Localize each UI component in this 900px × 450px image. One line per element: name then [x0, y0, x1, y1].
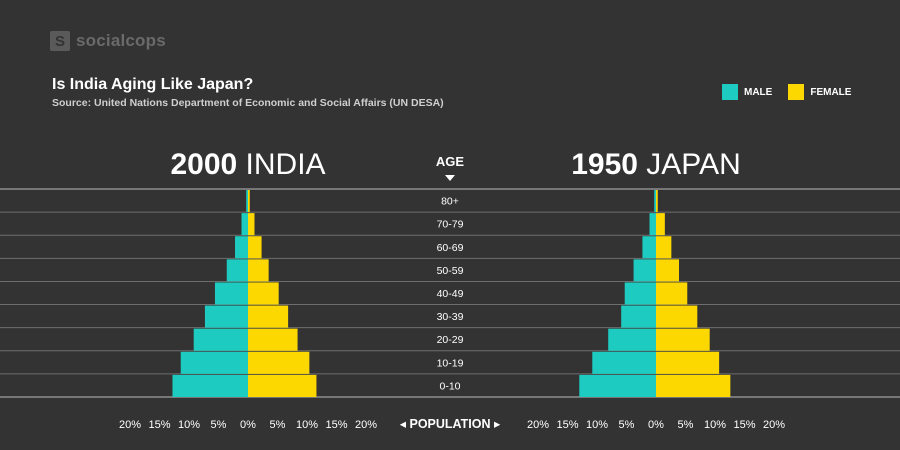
bar-female [656, 305, 698, 328]
chart-title-country: JAPAN [646, 148, 740, 181]
bar-male [193, 328, 248, 351]
x-tick-label: 5% [619, 419, 635, 431]
age-category-label: 50-59 [437, 265, 464, 277]
x-tick-label: 10% [178, 419, 200, 431]
bar-male [654, 190, 656, 213]
bar-female [656, 328, 710, 351]
bar-female [248, 190, 250, 213]
bar-female [656, 213, 665, 236]
bar-male [241, 213, 248, 236]
population-label: POPULATION [409, 417, 491, 431]
bar-male [579, 374, 656, 397]
bar-male [246, 190, 248, 213]
chart-title-year: 2000 [170, 148, 245, 181]
bar-male [214, 282, 248, 305]
legend: MALE FEMALE [722, 84, 867, 100]
page-title: Is India Aging Like Japan? [52, 76, 254, 93]
bar-female [248, 328, 298, 351]
x-tick-label: 5% [211, 419, 227, 431]
page-subtitle: Source: United Nations Department of Eco… [52, 97, 444, 109]
x-tick-label: 15% [325, 419, 347, 431]
bar-male [180, 351, 248, 374]
bar-female [248, 213, 255, 236]
bar-female [248, 282, 279, 305]
bar-female [248, 259, 269, 282]
bar-male [633, 259, 656, 282]
bar-male [172, 374, 248, 397]
brand-logo: S socialcops [50, 31, 166, 51]
x-tick-label: 10% [296, 419, 318, 431]
age-category-label: 10-19 [437, 357, 464, 369]
legend-label-female: FEMALE [810, 86, 852, 98]
bar-male [204, 305, 248, 328]
bar-male [226, 259, 248, 282]
bar-female [248, 351, 310, 374]
age-category-label: 80+ [441, 196, 459, 208]
bar-female [656, 259, 680, 282]
right-arrow-icon: ▸ [494, 417, 501, 431]
x-tick-label: 10% [586, 419, 608, 431]
brand-name: socialcops [76, 31, 166, 50]
bar-male [649, 213, 656, 236]
bar-female [656, 190, 658, 213]
x-tick-label: 0% [648, 419, 664, 431]
x-tick-label: 20% [763, 419, 785, 431]
brand-icon: S [50, 31, 70, 51]
legend-item-female: FEMALE [788, 84, 851, 100]
x-tick-label: 0% [240, 419, 256, 431]
chart-title: 2000 INDIA [170, 148, 325, 181]
legend-swatch-male [722, 84, 738, 100]
bar-male [592, 351, 656, 374]
bar-female [248, 305, 289, 328]
age-category-label: 70-79 [437, 219, 464, 231]
chart-title: 1950 JAPAN [571, 148, 741, 181]
age-category-label: 20-29 [437, 334, 464, 346]
bar-female [656, 351, 720, 374]
bar-female [656, 236, 672, 259]
age-category-label: 60-69 [437, 242, 464, 254]
chart-title-country: INDIA [246, 148, 326, 181]
x-tick-label: 5% [270, 419, 286, 431]
x-tick-label: 5% [678, 419, 694, 431]
x-tick-label: 20% [119, 419, 141, 431]
bar-male [624, 282, 656, 305]
legend-item-male: MALE [722, 84, 772, 100]
down-arrow-icon [445, 175, 455, 181]
legend-label-male: MALE [744, 86, 773, 98]
bar-female [248, 236, 262, 259]
bar-female [656, 282, 688, 305]
x-tick-label: 15% [733, 419, 755, 431]
legend-swatch-female [788, 84, 805, 100]
age-category-label: 30-39 [437, 311, 464, 323]
bar-female [248, 374, 317, 397]
age-category-label: 0-10 [439, 380, 460, 392]
bar-male [608, 328, 656, 351]
bar-female [656, 374, 731, 397]
x-tick-label: 10% [704, 419, 726, 431]
left-arrow-icon: ◂ [399, 417, 406, 431]
age-category-label: 40-49 [437, 288, 464, 300]
bar-male [235, 236, 248, 259]
x-tick-label: 20% [527, 419, 549, 431]
bar-male [621, 305, 656, 328]
bar-male [642, 236, 656, 259]
x-tick-label: 15% [556, 419, 578, 431]
population-axis-label: ◂ POPULATION ▸ [380, 416, 520, 431]
x-tick-label: 15% [148, 419, 170, 431]
x-tick-label: 20% [355, 419, 377, 431]
chart-title-year: 1950 [571, 148, 646, 181]
age-axis-label: AGE [436, 154, 465, 169]
